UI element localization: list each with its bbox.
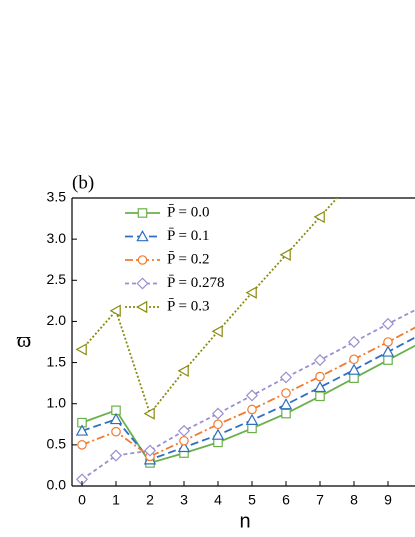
- legend-label: P̄ = 0.1: [167, 228, 210, 244]
- y-axis-label: ϖ: [17, 327, 31, 352]
- marker: [381, 317, 395, 330]
- marker: [313, 380, 327, 393]
- legend-label: P̄ = 0.0: [167, 204, 210, 220]
- x-tick-label: 3: [180, 492, 188, 508]
- marker: [177, 424, 191, 437]
- marker: [77, 440, 87, 450]
- marker: [177, 364, 189, 378]
- x-tick-label: 4: [214, 492, 222, 508]
- panel-label: (b): [72, 172, 94, 193]
- x-tick-label: 5: [248, 492, 256, 508]
- legend-label: P̄ = 0.278: [167, 275, 225, 291]
- legend-marker: [137, 208, 148, 218]
- marker: [247, 404, 257, 415]
- legend-marker: [136, 300, 148, 314]
- y-tick-label: 0.5: [47, 436, 67, 452]
- legend-marker: [136, 277, 149, 290]
- marker: [111, 426, 121, 437]
- x-tick-label: 2: [146, 492, 154, 508]
- marker: [177, 440, 191, 453]
- x-tick-label: 1: [112, 492, 120, 508]
- marker: [109, 449, 123, 462]
- marker: [383, 355, 393, 365]
- marker: [75, 343, 87, 356]
- marker: [211, 325, 223, 338]
- marker: [279, 371, 293, 384]
- x-tick-label: 6: [282, 492, 290, 508]
- marker: [281, 408, 291, 419]
- marker: [347, 335, 361, 349]
- y-tick-label: 3.0: [47, 230, 67, 246]
- marker: [349, 373, 359, 384]
- marker: [383, 337, 393, 347]
- y-tick-label: 0.0: [47, 477, 67, 493]
- marker: [315, 371, 325, 382]
- x-tick-label: 0: [78, 492, 86, 508]
- legend-label: P̄ = 0.3: [167, 298, 210, 314]
- marker: [143, 444, 157, 457]
- legend-marker: [136, 230, 149, 242]
- x-tick-label: 7: [316, 492, 324, 508]
- marker: [213, 419, 223, 430]
- marker: [281, 388, 291, 398]
- marker: [143, 407, 155, 420]
- series-line: [81, 326, 415, 458]
- marker: [313, 354, 327, 367]
- marker: [313, 210, 325, 224]
- y-tick-label: 2.0: [47, 312, 67, 328]
- legend-label: P̄ = 0.2: [167, 251, 210, 267]
- x-tick-label: 9: [384, 492, 392, 508]
- y-tick-label: 1.5: [47, 353, 67, 369]
- marker: [349, 354, 359, 365]
- marker: [211, 407, 225, 420]
- marker: [109, 412, 123, 425]
- marker: [75, 424, 89, 436]
- marker: [381, 345, 395, 357]
- marker: [245, 389, 259, 402]
- marker: [179, 435, 189, 446]
- marker: [279, 398, 293, 410]
- marker: [247, 423, 257, 434]
- y-tick-label: 2.5: [47, 271, 67, 287]
- x-axis-label: n: [239, 510, 250, 532]
- marker: [109, 304, 121, 317]
- y-tick-label: 3.5: [47, 189, 67, 205]
- x-tick-label: 8: [350, 492, 358, 508]
- marker: [211, 428, 225, 440]
- y-tick-label: 1.0: [47, 394, 67, 410]
- legend-marker: [137, 255, 148, 265]
- marker: [315, 391, 325, 402]
- marker: [245, 286, 257, 299]
- marker: [279, 248, 291, 261]
- marker: [347, 363, 361, 375]
- marker: [245, 413, 259, 425]
